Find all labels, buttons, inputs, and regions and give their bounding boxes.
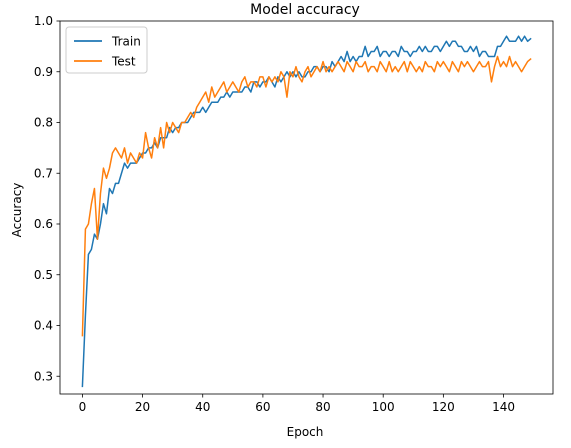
- legend: Train Test: [65, 26, 148, 74]
- x-axis-label: Epoch: [287, 425, 324, 439]
- x-tick-label: 60: [255, 400, 270, 414]
- y-tick-label: 0.7: [34, 166, 53, 180]
- plot-frame: [59, 20, 554, 395]
- legend-label-train: Train: [111, 34, 141, 48]
- series-line-train: [81, 35, 532, 388]
- x-tick-label: 120: [432, 400, 455, 414]
- y-tick-label: 0.9: [34, 65, 53, 79]
- y-tick-label: 0.8: [34, 116, 53, 130]
- x-tick-label: 20: [135, 400, 150, 414]
- y-tick-label: 1.0: [34, 14, 53, 28]
- y-tick-label: 0.4: [34, 319, 53, 333]
- axes: 0 20 40 60 80 100 120 140 0.3 0.4 0.5 0.6 0.7 0.8 0.9 1…: [34, 14, 554, 414]
- y-tick-label: 0.6: [34, 217, 53, 231]
- x-tick-label: 0: [79, 400, 87, 414]
- x-tick-label: 100: [372, 400, 395, 414]
- x-tick-label: 80: [315, 400, 330, 414]
- y-tick-label: 0.3: [34, 369, 53, 383]
- plot-area: [81, 35, 532, 388]
- y-tick-label: 0.5: [34, 268, 53, 282]
- x-tick-label: 40: [195, 400, 210, 414]
- series-line-test: [81, 55, 532, 337]
- chart-title: Model accuracy: [250, 2, 360, 18]
- y-axis-label: Accuracy: [10, 183, 24, 238]
- legend-label-test: Test: [111, 54, 136, 68]
- x-tick-label: 140: [492, 400, 515, 414]
